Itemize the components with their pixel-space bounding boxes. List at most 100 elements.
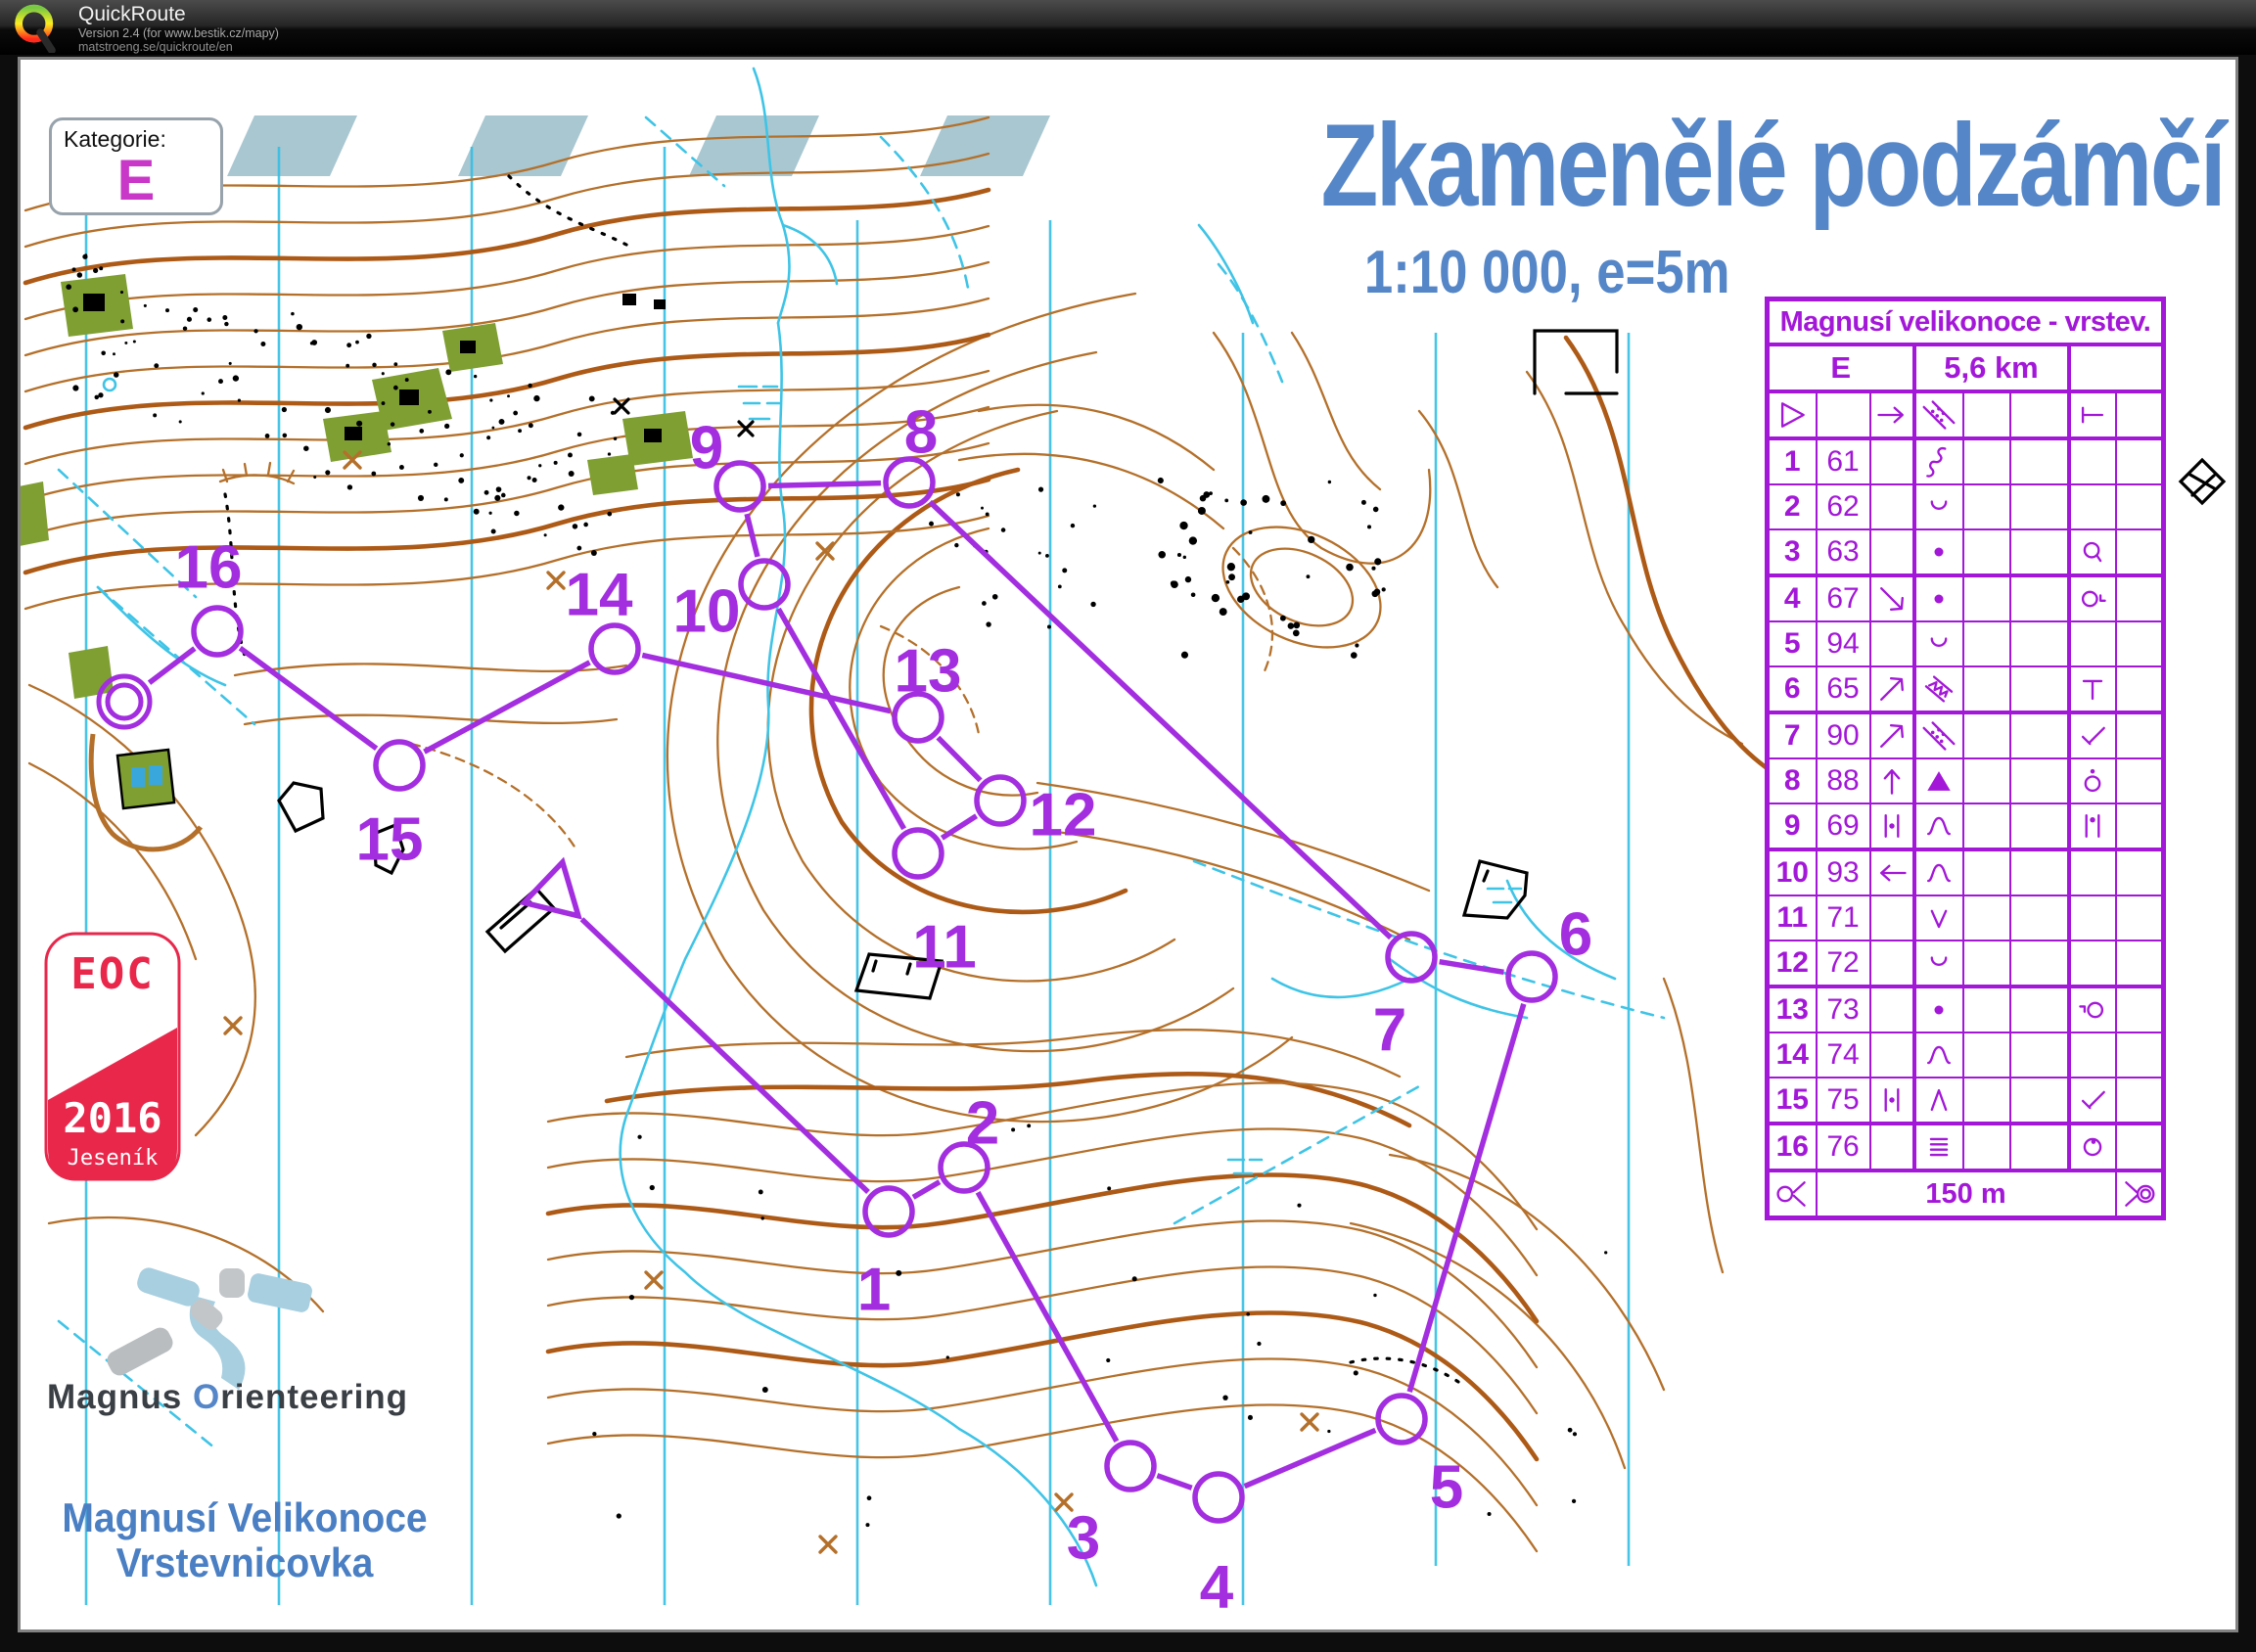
cd-cell [1911, 620, 1964, 667]
ride-icon [1922, 400, 1956, 430]
club-rest: rienteering [220, 1378, 409, 1416]
control-number-15: 15 [356, 806, 424, 874]
eoc-year: 2016 [63, 1094, 161, 1142]
eoc-text: EOC [70, 949, 154, 999]
cd-cell [1911, 711, 1964, 759]
arrow-left-icon [1879, 864, 1907, 882]
cd-cell [1961, 849, 2011, 896]
boulder-dots-layer [66, 253, 1608, 1528]
cd-cell [2008, 437, 2070, 485]
between-dot-icon [1884, 814, 1899, 838]
control-row: 5 94 [1766, 620, 2165, 667]
course-leg [744, 513, 760, 558]
cd-cell [1911, 528, 1964, 577]
cd-cell [2008, 940, 2070, 988]
runner-icon [107, 1267, 312, 1390]
cd-cell: 61 [1815, 437, 1871, 485]
cd-cell [1868, 1123, 1915, 1172]
cd-cell [1868, 1077, 1915, 1125]
u-icon [1930, 500, 1948, 510]
category-value: E [116, 149, 156, 212]
cd-cell [1961, 986, 2011, 1033]
finish-circle-inner [105, 682, 144, 721]
course-leg [775, 607, 907, 831]
finish-circle-outer [96, 673, 153, 730]
water-features [57, 67, 1666, 1587]
cd-cell [1911, 1123, 1964, 1172]
cd-cell: 73 [1815, 986, 1871, 1033]
cd-cell: 74 [1815, 1032, 1871, 1078]
cd-cell [2008, 1032, 2070, 1078]
cd-cell [1961, 711, 2011, 759]
control-circle-4 [1192, 1471, 1245, 1524]
cd-cell [2066, 437, 2117, 485]
course-leg [767, 480, 882, 489]
course-leg [928, 499, 1393, 941]
control-circle-16 [191, 605, 244, 658]
control-row: 3 63 [1766, 528, 2165, 577]
cd-cell: 69 [1815, 803, 1871, 851]
cd-cell [2114, 986, 2165, 1033]
hill-icon [1927, 816, 1951, 836]
control-row: 1 61 [1766, 437, 2165, 485]
cd-cell: 6 [1766, 665, 1818, 714]
cd-cell [1868, 986, 1915, 1033]
event-name: Magnusí Velikonoce Vrstevnicovka [54, 1494, 437, 1586]
cd-cell [2114, 711, 2165, 759]
control-row: 10 93 [1766, 849, 2165, 896]
between-dot-icon [1884, 1088, 1899, 1112]
control-row: 2 62 [1766, 483, 2165, 530]
cd-cell [2008, 574, 2070, 622]
cd-cell [2008, 390, 2070, 440]
cd-cell: 93 [1815, 849, 1871, 896]
cd-cell [1911, 390, 1964, 440]
hill-icon [1927, 1045, 1951, 1065]
cd-cell: 76 [1815, 1123, 1871, 1172]
control-circle-8 [883, 456, 936, 509]
app-url: matstroeng.se/quickroute/en [78, 40, 233, 54]
cd-cell [1961, 665, 2011, 714]
cd-cell [2008, 711, 2070, 759]
cd-cell: 10 [1766, 849, 1818, 896]
control-circle-12 [974, 774, 1027, 827]
finish-from-cell [1766, 1170, 1818, 1219]
cd-cell [2008, 1123, 2070, 1172]
course-leg [936, 735, 983, 783]
cd-cell [2114, 665, 2165, 714]
dot-icon [1934, 1005, 1944, 1015]
control-circle-13 [892, 691, 944, 744]
cd-cell: 13 [1766, 986, 1818, 1033]
cd-cell [1911, 1077, 1964, 1125]
control-circle-9 [714, 460, 766, 513]
cd-cell: 94 [1815, 620, 1871, 667]
contour-lines-bottom [545, 1081, 1540, 1553]
cd-cell [2066, 803, 2117, 851]
cd-cell [1868, 940, 1915, 988]
circle-tick-e-icon [2081, 590, 2106, 608]
cd-cell [1911, 1032, 1964, 1078]
control-row [1766, 390, 2165, 440]
magnus-orienteering-logo [47, 1261, 438, 1417]
event-line-2: Vrstevnicovka [115, 1539, 374, 1586]
cd-cell [1911, 574, 1964, 622]
control-row: 8 88 [1766, 757, 2165, 804]
zigzag-icon [1924, 675, 1954, 703]
course-leg [641, 652, 892, 714]
cd-cell [1868, 620, 1915, 667]
control-row: 14 74 [1766, 1032, 2165, 1078]
cd-cell: 11 [1766, 895, 1818, 941]
control-row: 12 72 [1766, 940, 2165, 988]
control-number-8: 8 [904, 399, 938, 467]
control-number-14: 14 [566, 562, 633, 629]
dot-icon [1934, 594, 1944, 604]
cd-cell [2066, 757, 2117, 804]
cd-cell [2066, 528, 2117, 577]
cd-cell [1911, 757, 1964, 804]
cd-cell [2066, 665, 2117, 714]
cd-cell [2066, 574, 2117, 622]
circle-tick-w-icon [2079, 1001, 2104, 1019]
cd-cell [1911, 803, 1964, 851]
club-name: Magnus Orienteering [47, 1378, 438, 1417]
cd-cell [2114, 895, 2165, 941]
building-symbols [83, 294, 666, 442]
